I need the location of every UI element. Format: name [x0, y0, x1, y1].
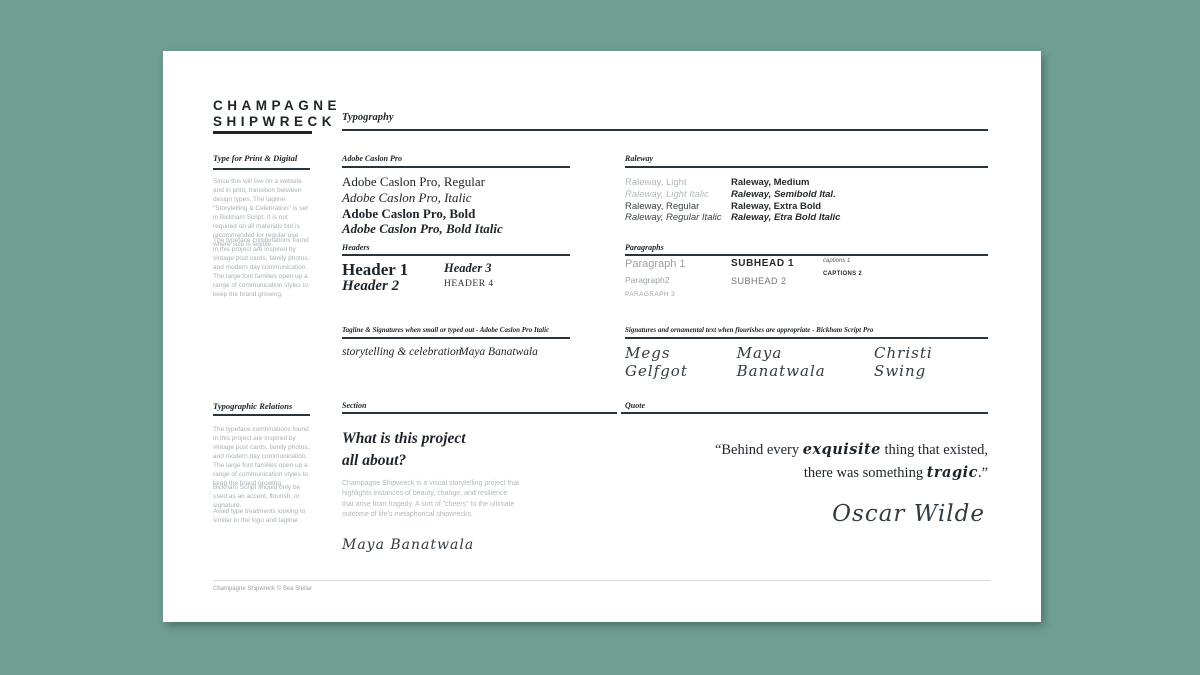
brand-logo: CHAMPAGNE SHIPWRECK [213, 98, 341, 129]
quote-label: Quote [625, 401, 645, 410]
raleway-extra-bold-italic: Raleway, Etra Bold Italic [731, 212, 841, 224]
logo-underline [213, 131, 312, 134]
header-1-specimen: Header 1 [342, 260, 409, 279]
raleway-specimens-right: Raleway, Medium Raleway, Semibold Ital. … [731, 177, 840, 224]
caslon-rule [342, 166, 570, 168]
header-4-specimen: HEADER 4 [444, 279, 494, 289]
quote-line-2: there was something tragic.” [625, 462, 988, 485]
raleway-extra-bold: Raleway, Extra Bold [731, 200, 822, 212]
caslon-label: Adobe Caslon Pro [342, 154, 403, 163]
sidebar-bottom-paragraph-3: Avoid type treatments looking to similar… [213, 508, 306, 524]
headers-rule [342, 254, 570, 256]
raleway-rule [625, 166, 988, 168]
signature-specimens: Megs Gelfgot Maya Banatwala Christi Swin… [625, 344, 988, 380]
caslon-regular: Adobe Caslon Pro, Regular [342, 174, 485, 189]
header-3-specimen: Header 3 [444, 261, 492, 275]
signature-christi-swing: Christi Swing [874, 344, 933, 380]
tagline-label: Tagline & Signatures when small or typed… [342, 326, 550, 334]
raleway-medium: Raleway, Medium [731, 177, 810, 188]
sidebar-top-rule [213, 168, 310, 170]
caslon-specimens: Adobe Caslon Pro, Regular Adobe Caslon P… [342, 174, 503, 237]
sidebar-bottom-paragraph-1: The typeface combinations found in this … [213, 426, 310, 487]
quote-attribution: Oscar Wilde [832, 501, 985, 527]
quote-segment: “Behind every [714, 442, 803, 458]
section-heading: What is this project all about? [342, 430, 466, 469]
tagline-name-specimen: Maya Banatwala [459, 346, 538, 358]
raleway-semibold-italic: Raleway, Semibold Ital. [731, 188, 836, 200]
subhead-1-specimen: SUBHEAD 1 [731, 258, 795, 269]
headers-label: Headers [342, 243, 370, 252]
paragraphs-label: Paragraphs [625, 243, 664, 252]
sidebar-top-label: Type for Print & Digital [213, 153, 298, 163]
sidebar-top-paragraph-1: Since this will live on a website and in… [213, 178, 308, 248]
logo-line-1: CHAMPAGNE [213, 98, 341, 113]
quote-rule [621, 412, 988, 414]
page-title: Typography [342, 112, 394, 123]
typographic-relations-rule [213, 414, 310, 416]
tagline-specimen: storytelling & celebration [342, 346, 462, 358]
quote-line-1: “Behind every exquisite thing that exist… [625, 439, 988, 462]
quote-segment: there was something [803, 464, 927, 481]
tagline-rule [342, 337, 570, 339]
quote-segment: thing that existed, [880, 442, 989, 458]
paragraph-3-specimen: PARAGRAPH 3 [625, 291, 676, 298]
caslon-italic: Adobe Caslon Pro, Italic [342, 189, 472, 205]
caslon-bold: Adobe Caslon Pro, Bold [342, 205, 476, 221]
raleway-label: Raleway [625, 154, 653, 163]
section-label: Section [342, 401, 367, 410]
sidebar-bottom-paragraph-2: Bickham Script should only be used as an… [213, 484, 301, 509]
quote-emphasis-exquisite: exquisite [802, 441, 881, 458]
footer-rule [213, 580, 990, 581]
caslon-bold-italic: Adobe Caslon Pro, Bold Italic [342, 221, 503, 237]
subhead-2-specimen: SUBHEAD 2 [731, 276, 787, 286]
quote-emphasis-tragic: tragic [926, 463, 978, 481]
logo-line-2: SHIPWRECK [213, 113, 337, 129]
captions-1-specimen: captions 1 [823, 258, 851, 264]
signature-megs-gelfgot: Megs Gelfgot [625, 344, 688, 380]
footer-credit: Champagne Shipwreck © Sea Stellar [213, 586, 313, 592]
header-2-specimen: Header 2 [342, 278, 400, 294]
raleway-regular: Raleway, Regular [625, 200, 700, 212]
raleway-light-italic: Raleway, Light Italic [625, 188, 709, 200]
signatures-rule [625, 337, 988, 339]
raleway-specimens-left: Raleway, Light Raleway, Light Italic Ral… [625, 177, 721, 224]
paragraph-2-specimen: Paragraph2 [625, 275, 670, 285]
sidebar-top-paragraph-2: The typeface combinations found in this … [213, 237, 310, 298]
signature-maya-banatwala: Maya Banatwala [736, 344, 826, 380]
section-rule [342, 412, 617, 414]
page-title-rule [342, 129, 988, 131]
quote-text: “Behind every exquisite thing that exist… [625, 439, 988, 484]
raleway-light: Raleway, Light [625, 177, 687, 188]
typographic-relations-label: Typographic Relations [213, 401, 293, 411]
signatures-label: Signatures and ornamental text when flou… [625, 326, 874, 334]
raleway-regular-italic: Raleway, Regular Italic [625, 212, 722, 224]
paragraph-1-specimen: Paragraph 1 [625, 258, 686, 270]
paragraphs-rule [625, 254, 988, 256]
section-signature: Maya Banatwala [342, 537, 475, 553]
style-guide-page: CHAMPAGNE SHIPWRECK Typography Type for … [163, 51, 1041, 622]
captions-2-specimen: CAPTIONS 2 [823, 271, 863, 277]
section-body: Champagne Shipwreck is a visual storytel… [342, 480, 520, 518]
quote-segment: .” [977, 464, 988, 481]
